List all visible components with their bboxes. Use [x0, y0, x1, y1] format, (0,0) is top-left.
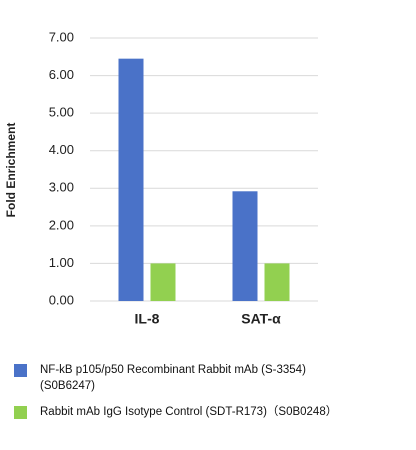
legend-item: NF-kB p105/p50 Recombinant Rabbit mAb (S…: [14, 362, 374, 394]
y-tick-label: 5.00: [49, 105, 74, 120]
y-tick-label: 7.00: [49, 29, 74, 44]
legend-label: NF-kB p105/p50 Recombinant Rabbit mAb (S…: [40, 364, 306, 392]
y-tick-label: 3.00: [49, 180, 74, 195]
y-tick-label: 1.00: [49, 255, 74, 270]
bar: [264, 263, 290, 301]
chart: Fold Enrichment 0.00 1.00 2.00 3.00 4.00 5.00…: [4, 29, 318, 327]
legend-item: Rabbit mAb IgG Isotype Control (SDT-R173…: [14, 404, 374, 420]
y-tick-label: 2.00: [49, 217, 74, 232]
legend-swatch: [14, 406, 27, 419]
x-tick-label: SAT-α: [241, 311, 281, 327]
bar: [150, 263, 176, 301]
bar: [232, 191, 258, 301]
x-tick-label: IL-8: [135, 311, 160, 327]
y-tick-label: 0.00: [49, 292, 74, 307]
bar: [118, 58, 144, 301]
y-tick-label: 4.00: [49, 142, 74, 157]
y-tick-label: 6.00: [49, 67, 74, 82]
legend-label: Rabbit mAb IgG Isotype Control (SDT-R173…: [40, 406, 338, 418]
y-axis-label: Fold Enrichment: [4, 123, 18, 218]
legend-swatch: [14, 364, 27, 377]
